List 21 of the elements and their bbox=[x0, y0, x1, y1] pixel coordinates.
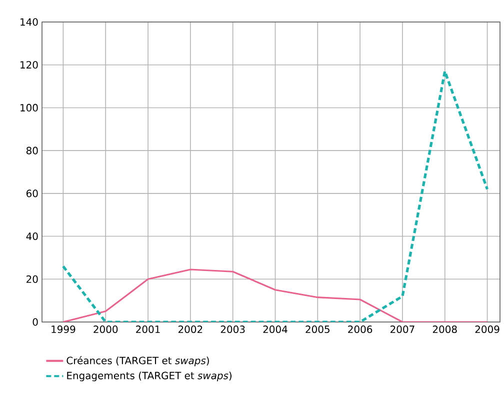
y-tick-label: 20 bbox=[26, 275, 38, 283]
x-tick-label: 2007 bbox=[390, 326, 414, 334]
x-tick-label: 2005 bbox=[306, 326, 330, 334]
legend-label: Créances (TARGET et swaps) bbox=[66, 356, 209, 366]
x-tick-label: 2006 bbox=[348, 326, 372, 334]
y-tick-label: 140 bbox=[20, 18, 38, 26]
y-tick-label: 80 bbox=[26, 146, 38, 154]
legend-label: Engagements (TARGET et swaps) bbox=[67, 372, 232, 382]
y-tick-label: 0 bbox=[32, 318, 38, 326]
y-tick-label: 40 bbox=[26, 232, 38, 240]
y-tick-label: 100 bbox=[20, 104, 38, 112]
x-tick-label: 2002 bbox=[178, 326, 202, 334]
x-tick-label: 2004 bbox=[263, 326, 288, 334]
x-tick-label: 2008 bbox=[432, 326, 457, 334]
x-tick-label: 2009 bbox=[475, 326, 500, 334]
x-tick-label: 2000 bbox=[94, 326, 118, 334]
y-tick-label: 120 bbox=[20, 61, 38, 69]
x-tick-label: 2003 bbox=[220, 326, 245, 334]
x-tick-label: 1999 bbox=[52, 326, 76, 334]
y-tick-label: 60 bbox=[26, 190, 38, 198]
x-tick-label: 2001 bbox=[136, 326, 160, 334]
